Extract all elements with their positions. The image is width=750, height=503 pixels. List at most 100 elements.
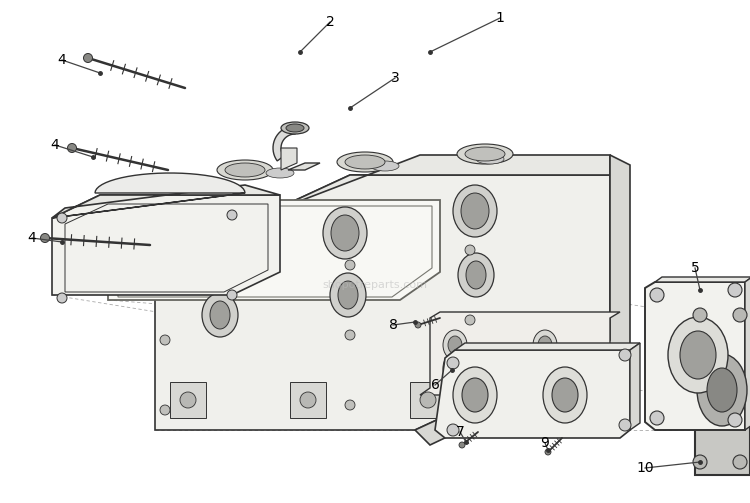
Text: shopotreparts.com: shopotreparts.com — [322, 280, 428, 290]
Polygon shape — [745, 277, 750, 430]
Circle shape — [345, 400, 355, 410]
Circle shape — [465, 315, 475, 325]
Ellipse shape — [465, 147, 505, 161]
Polygon shape — [655, 277, 750, 282]
Ellipse shape — [225, 163, 265, 177]
Circle shape — [420, 392, 436, 408]
Polygon shape — [415, 155, 630, 445]
Ellipse shape — [538, 336, 552, 354]
Ellipse shape — [552, 378, 578, 412]
Polygon shape — [52, 195, 280, 295]
Ellipse shape — [538, 359, 552, 377]
Text: 6: 6 — [430, 378, 439, 392]
Ellipse shape — [217, 160, 273, 180]
Polygon shape — [273, 126, 295, 161]
Circle shape — [650, 288, 664, 302]
Polygon shape — [52, 185, 280, 218]
Text: 2: 2 — [326, 15, 334, 29]
Text: 1: 1 — [496, 11, 505, 25]
Ellipse shape — [210, 301, 230, 329]
Ellipse shape — [193, 229, 237, 281]
Ellipse shape — [707, 368, 737, 412]
Ellipse shape — [443, 330, 467, 360]
Polygon shape — [420, 312, 620, 395]
Ellipse shape — [453, 367, 497, 423]
Ellipse shape — [281, 122, 309, 134]
Polygon shape — [630, 343, 640, 430]
Circle shape — [57, 213, 67, 223]
Circle shape — [619, 349, 631, 361]
Circle shape — [160, 405, 170, 415]
Circle shape — [459, 442, 465, 448]
Text: 5: 5 — [691, 261, 699, 275]
Text: 7: 7 — [455, 425, 464, 439]
Ellipse shape — [458, 253, 494, 297]
Polygon shape — [155, 175, 610, 430]
Ellipse shape — [448, 359, 462, 377]
Ellipse shape — [543, 367, 587, 423]
Circle shape — [345, 260, 355, 270]
Polygon shape — [281, 148, 297, 170]
Ellipse shape — [323, 207, 367, 259]
Ellipse shape — [201, 237, 229, 273]
Circle shape — [180, 392, 196, 408]
Polygon shape — [52, 173, 245, 218]
Ellipse shape — [697, 354, 747, 426]
Ellipse shape — [202, 293, 238, 337]
Ellipse shape — [457, 144, 513, 164]
Circle shape — [227, 290, 237, 300]
Circle shape — [160, 265, 170, 275]
Circle shape — [160, 335, 170, 345]
Polygon shape — [170, 382, 206, 418]
Circle shape — [733, 308, 747, 322]
Ellipse shape — [680, 331, 716, 379]
Ellipse shape — [462, 378, 488, 412]
Circle shape — [693, 455, 707, 469]
Circle shape — [619, 419, 631, 431]
Circle shape — [227, 210, 237, 220]
Ellipse shape — [461, 193, 489, 229]
Polygon shape — [290, 382, 326, 418]
Polygon shape — [410, 382, 446, 418]
Ellipse shape — [286, 124, 304, 132]
Ellipse shape — [668, 317, 728, 393]
Text: 9: 9 — [541, 436, 550, 450]
Ellipse shape — [371, 161, 399, 171]
Ellipse shape — [466, 261, 486, 289]
Text: 10: 10 — [636, 461, 654, 475]
Circle shape — [728, 283, 742, 297]
Polygon shape — [288, 163, 320, 170]
Ellipse shape — [533, 353, 557, 383]
Ellipse shape — [338, 281, 358, 309]
Text: 4: 4 — [51, 138, 59, 152]
Polygon shape — [645, 282, 745, 430]
Circle shape — [650, 411, 664, 425]
Circle shape — [57, 293, 67, 303]
Polygon shape — [455, 343, 640, 350]
Circle shape — [68, 143, 76, 152]
Ellipse shape — [266, 168, 294, 178]
Circle shape — [465, 385, 475, 395]
Ellipse shape — [453, 185, 497, 237]
Ellipse shape — [337, 152, 393, 172]
Polygon shape — [155, 155, 610, 265]
Ellipse shape — [443, 353, 467, 383]
Circle shape — [300, 392, 316, 408]
Polygon shape — [108, 200, 440, 300]
Polygon shape — [435, 350, 630, 438]
Ellipse shape — [331, 215, 359, 251]
Circle shape — [447, 424, 459, 436]
Circle shape — [447, 357, 459, 369]
Ellipse shape — [330, 273, 366, 317]
Ellipse shape — [476, 154, 504, 164]
Circle shape — [40, 233, 50, 242]
Text: 4: 4 — [28, 231, 36, 245]
Circle shape — [728, 413, 742, 427]
Ellipse shape — [345, 155, 385, 169]
Circle shape — [595, 335, 605, 345]
Text: 8: 8 — [388, 318, 398, 332]
Circle shape — [545, 449, 551, 455]
Circle shape — [733, 455, 747, 469]
Circle shape — [83, 53, 92, 62]
Polygon shape — [695, 305, 750, 475]
